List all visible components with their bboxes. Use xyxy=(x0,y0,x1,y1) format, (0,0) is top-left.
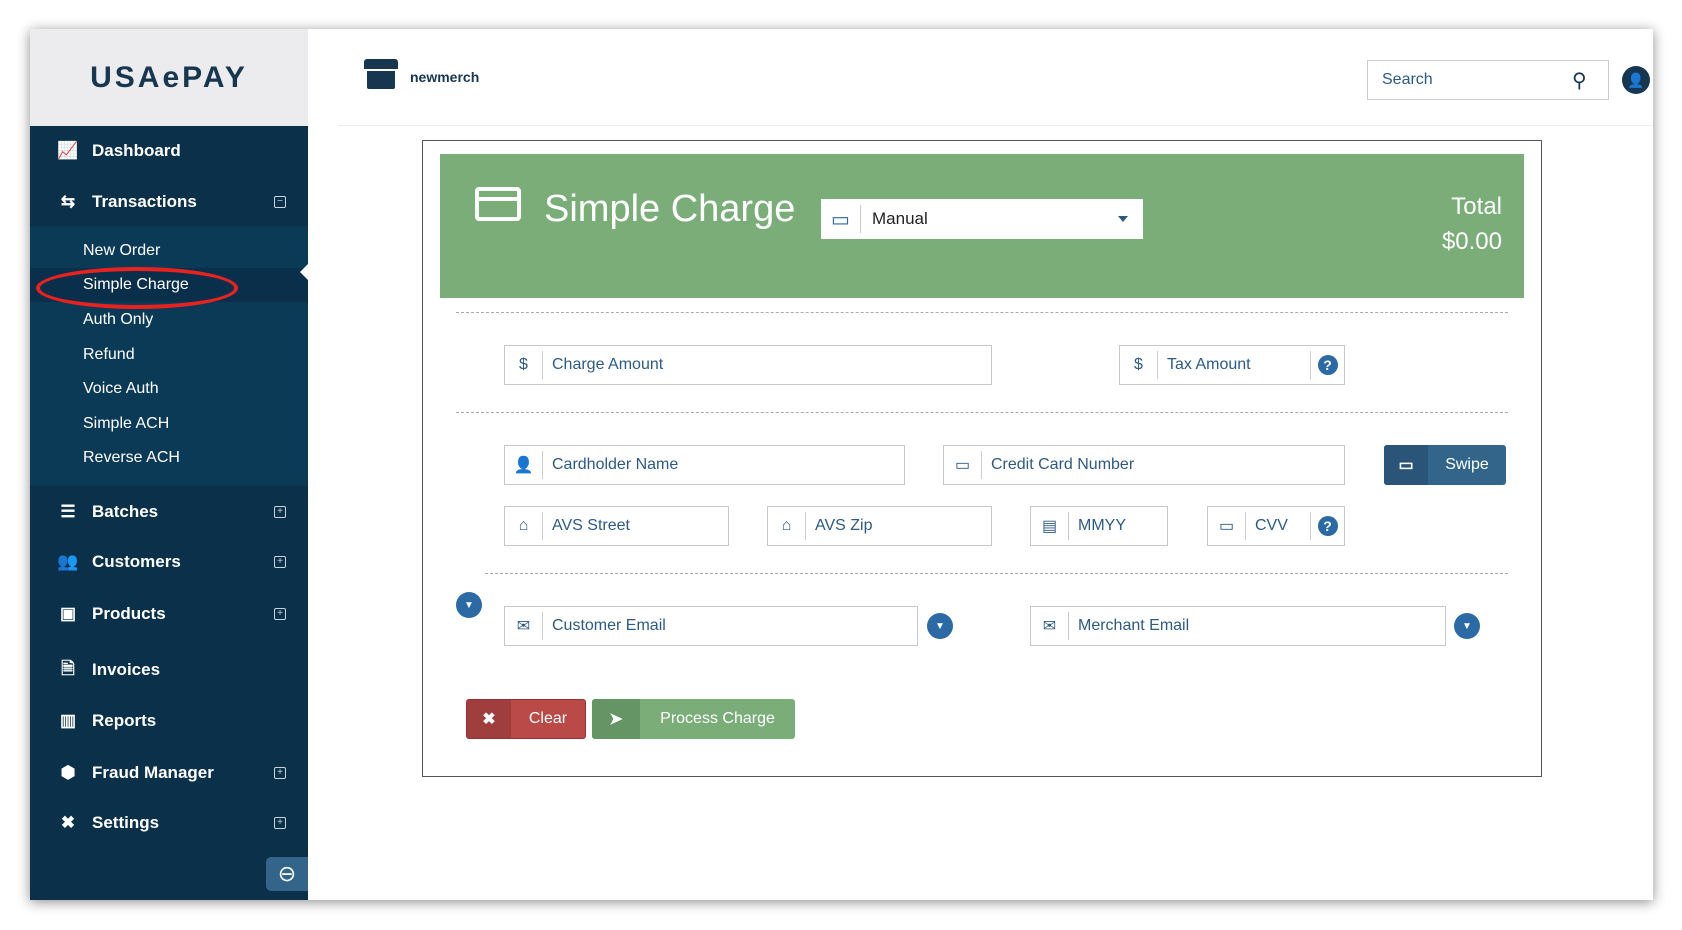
top-header: newmerch Search ⚲ 👤 xyxy=(338,29,1653,126)
divider xyxy=(456,412,1508,413)
sidebar-item-fraud-manager[interactable]: ⬢ Fraud Manager + xyxy=(30,750,308,796)
sidebar-subitem-simple-ach[interactable]: Simple ACH xyxy=(83,415,170,432)
usaepay-logo: USAePAY xyxy=(30,29,308,126)
search-icon[interactable]: ⚲ xyxy=(1572,69,1587,92)
clear-button[interactable]: ✖ Clear xyxy=(466,699,586,739)
credit-card-icon: ▭ xyxy=(821,205,861,233)
expand-icon[interactable]: + xyxy=(274,817,286,829)
sidebar-subitem-auth-only[interactable]: Auth Only xyxy=(83,311,154,328)
sidebar-item-reports[interactable]: ▥ Reports xyxy=(30,698,308,744)
transfer-icon: ⇆ xyxy=(60,192,76,211)
customer-email-options[interactable]: ▼ xyxy=(927,613,953,639)
avatar[interactable]: 👤 xyxy=(1622,66,1650,94)
charge-header: Simple Charge ▭ Manual Total $0.00 xyxy=(440,154,1524,298)
tax-amount-input[interactable]: $ Tax Amount? xyxy=(1119,345,1345,385)
transactions-submenu: New Order Simple Charge Auth Only Refund… xyxy=(30,226,308,486)
expand-more-toggle[interactable]: ▼ xyxy=(456,592,482,618)
chevron-down-icon: ▼ xyxy=(935,620,945,632)
caret-down-icon xyxy=(1118,216,1128,222)
merchant-email-input[interactable]: ✉ Merchant Email xyxy=(1030,606,1446,646)
expand-icon[interactable]: + xyxy=(274,608,286,620)
user-icon: 👤 xyxy=(505,451,543,479)
tools-icon: ✖ xyxy=(60,813,76,832)
avs-zip-input[interactable]: ⌂ AVS Zip xyxy=(767,506,992,546)
divider xyxy=(485,573,1508,574)
expand-icon[interactable]: + xyxy=(274,556,286,568)
total-value: $0.00 xyxy=(1441,228,1502,255)
sidebar-item-products[interactable]: ▣ Products + xyxy=(30,591,308,637)
close-icon: ✖ xyxy=(467,700,511,738)
bar-chart-icon: ▥ xyxy=(59,711,77,730)
charge-amount-input[interactable]: $ Charge Amount xyxy=(504,345,992,385)
help-icon[interactable]: ? xyxy=(1317,516,1338,536)
app-window: USAePAY 📈 Dashboard ⇆ Transactions − New Or… xyxy=(30,29,1653,900)
process-charge-button[interactable]: ➤ Process Charge xyxy=(592,699,795,739)
home-icon: ⌂ xyxy=(768,512,806,540)
collapse-sidebar-button[interactable]: ⊖ xyxy=(266,857,308,891)
dollar-icon: $ xyxy=(1120,351,1158,379)
home-icon: ⌂ xyxy=(505,512,543,540)
sidebar-item-invoices[interactable]: 🗎 Invoices xyxy=(30,647,308,693)
invoice-icon: 🗎 xyxy=(61,658,75,678)
help-icon[interactable]: ? xyxy=(1317,355,1338,375)
swipe-button[interactable]: ▭ Swipe xyxy=(1384,445,1506,485)
divider xyxy=(456,312,1508,313)
sidebar-subitem-reverse-ach[interactable]: Reverse ACH xyxy=(83,449,180,466)
sidebar-item-customers[interactable]: 👥 Customers + xyxy=(30,539,308,585)
card-number-input[interactable]: ▭ Credit Card Number xyxy=(943,445,1345,485)
shield-hand-icon: ⬢ xyxy=(60,763,76,782)
sidebar-subitem-refund[interactable]: Refund xyxy=(83,346,135,363)
customer-email-input[interactable]: ✉ Customer Email xyxy=(504,606,918,646)
merchant-email-options[interactable]: ▼ xyxy=(1454,613,1480,639)
store-icon xyxy=(364,59,398,91)
annotation-ellipse xyxy=(36,267,238,309)
sidebar-subitem-new-order[interactable]: New Order xyxy=(83,242,161,259)
total-label: Total xyxy=(1451,193,1502,220)
batches-icon: ☰ xyxy=(60,502,76,521)
expand-icon[interactable]: + xyxy=(274,506,286,518)
chart-icon: 📈 xyxy=(57,141,79,160)
expand-icon[interactable]: + xyxy=(274,767,286,779)
credit-card-icon: ▭ xyxy=(944,451,982,479)
box-icon: ▣ xyxy=(59,604,77,623)
cvv-input[interactable]: ▭ CVV? xyxy=(1207,506,1345,546)
paper-plane-icon: ➤ xyxy=(592,699,640,739)
chevron-down-icon: ▼ xyxy=(1462,620,1472,632)
dollar-icon: $ xyxy=(505,351,543,379)
active-pointer xyxy=(300,264,308,280)
sidebar-item-batches[interactable]: ☰ Batches + xyxy=(30,489,308,535)
sidebar-item-transactions[interactable]: ⇆ Transactions − xyxy=(30,177,308,227)
credit-card-icon xyxy=(475,187,521,221)
merchant-name: newmerch xyxy=(410,69,480,85)
cardholder-name-input[interactable]: 👤 Cardholder Name xyxy=(504,445,905,485)
card-security-icon: ▭ xyxy=(1208,512,1246,540)
envelope-open-icon: ✉ xyxy=(505,612,543,640)
calendar-icon: ▤ xyxy=(1031,512,1069,540)
total-block: Total $0.00 xyxy=(1442,189,1502,259)
chevron-down-icon: ▼ xyxy=(464,599,474,611)
entry-mode-select[interactable]: ▭ Manual xyxy=(821,199,1143,239)
sidebar: USAePAY 📈 Dashboard ⇆ Transactions − New Or… xyxy=(30,29,308,900)
expiry-input[interactable]: ▤ MMYY xyxy=(1030,506,1168,546)
sidebar-item-dashboard[interactable]: 📈 Dashboard xyxy=(57,141,181,160)
users-icon: 👥 xyxy=(57,552,79,571)
sidebar-subitem-voice-auth[interactable]: Voice Auth xyxy=(83,380,159,397)
card-reader-icon: ▭ xyxy=(1384,445,1428,485)
page-title: Simple Charge xyxy=(544,188,796,230)
sidebar-item-settings[interactable]: ✖ Settings + xyxy=(30,800,308,846)
arrow-left-circle-icon: ⊖ xyxy=(277,861,297,886)
simple-charge-card: Simple Charge ▭ Manual Total $0.00 $ Char… xyxy=(422,140,1542,777)
collapse-icon[interactable]: − xyxy=(274,196,286,208)
envelope-open-icon: ✉ xyxy=(1031,612,1069,640)
avs-street-input[interactable]: ⌂ AVS Street xyxy=(504,506,729,546)
search-input[interactable]: Search ⚲ xyxy=(1367,60,1609,100)
